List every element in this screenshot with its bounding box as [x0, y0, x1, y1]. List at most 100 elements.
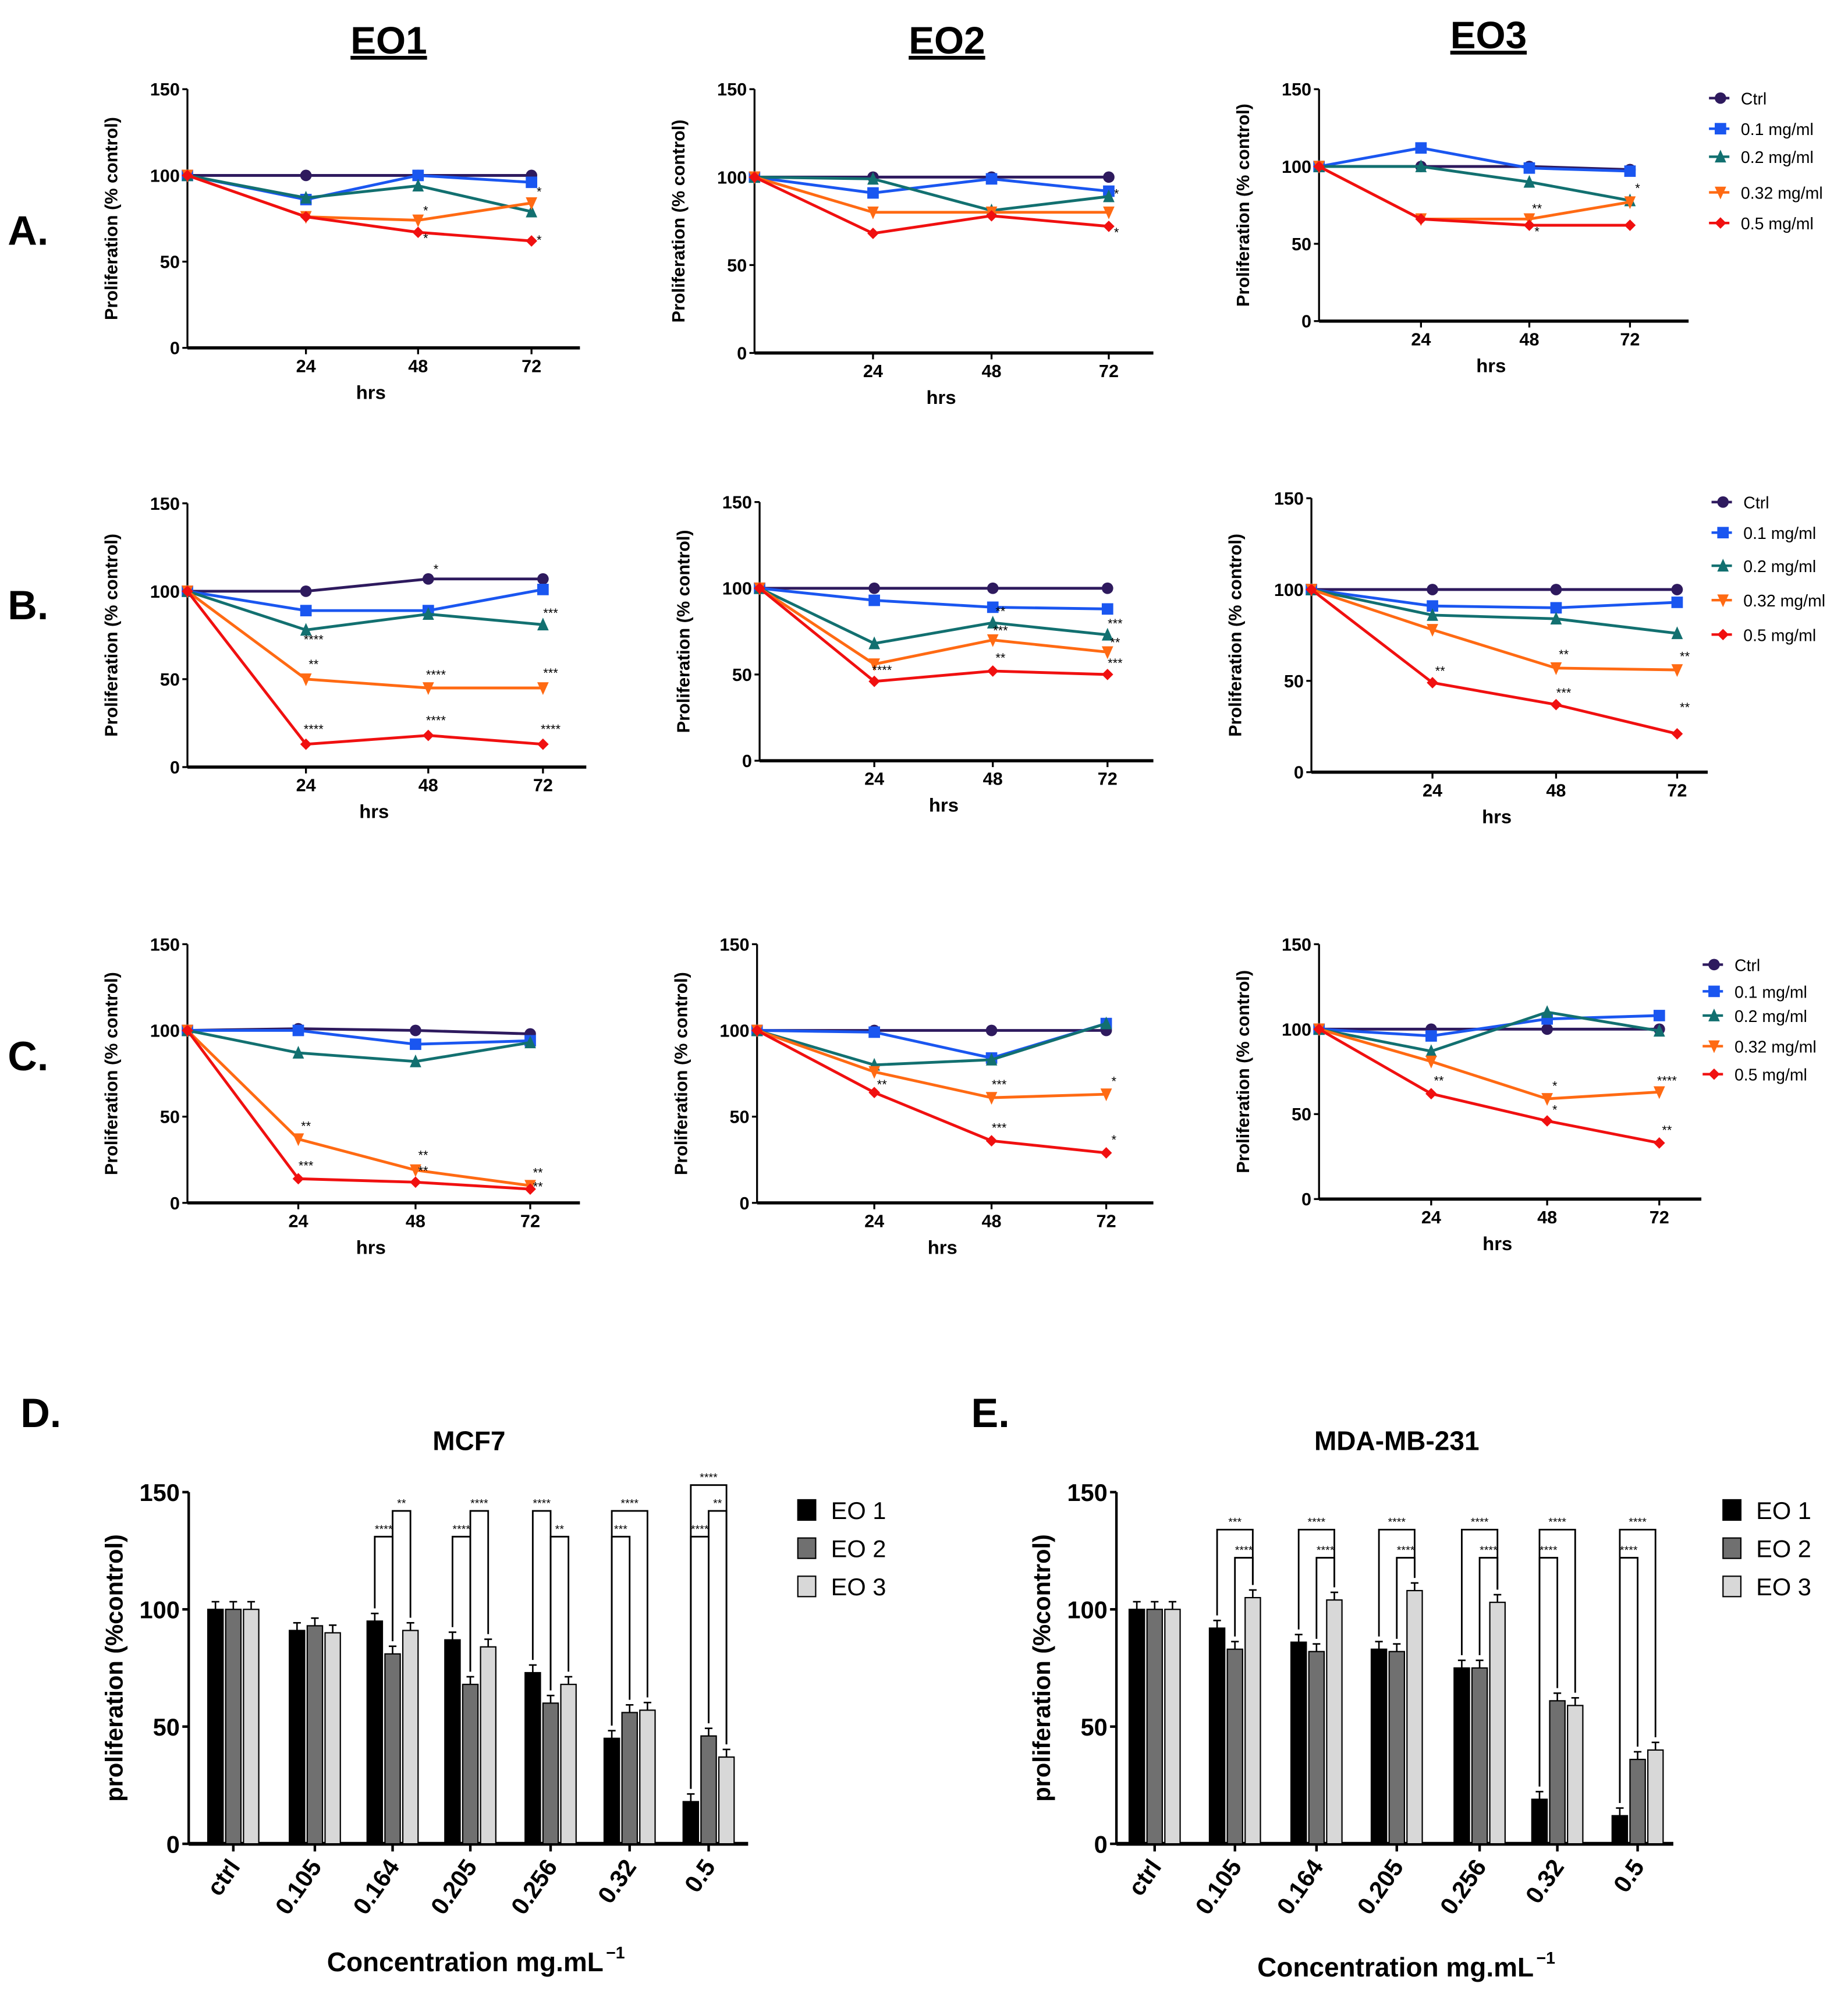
bar [560, 1684, 577, 1845]
data-point [537, 618, 549, 631]
y-axis-label: Proliferation (% control) [1233, 970, 1253, 1173]
bar [289, 1630, 306, 1845]
bar [718, 1756, 735, 1845]
x-tick-label: 24 [864, 769, 884, 789]
chart-title: MCF7 [432, 1426, 505, 1456]
significance-bracket [1396, 1557, 1416, 1639]
significance-label: **** [872, 663, 892, 677]
legend-marker [1717, 496, 1729, 508]
series-line [186, 590, 544, 746]
data-point [867, 228, 879, 239]
legend-label: 0.32 mg/ml [1743, 592, 1825, 611]
significance-label: **** [1657, 1074, 1677, 1088]
significance-label: * [1552, 1102, 1558, 1117]
significance-label: ** [397, 1497, 406, 1510]
significance-label: *** [543, 606, 558, 620]
row-label-a: A. [8, 208, 48, 253]
y-axis-label: Proliferation (% control) [671, 972, 691, 1175]
series-line [187, 577, 543, 593]
data-point [526, 204, 538, 218]
x-axis-label: hrs [929, 794, 959, 816]
data-point [868, 658, 880, 672]
data-point [1624, 165, 1636, 177]
bar [1290, 1641, 1307, 1845]
legend-label: EO 2 [831, 1535, 886, 1562]
series-line [754, 175, 1109, 212]
bar [1146, 1609, 1164, 1845]
significance-label: ** [555, 1523, 565, 1536]
x-tick-label: 0.205 [1352, 1854, 1409, 1919]
data-point [1101, 669, 1113, 680]
significance-label: ** [995, 651, 1006, 665]
y-tick-label: 0 [170, 339, 180, 359]
bar [1128, 1609, 1145, 1845]
data-point [292, 1173, 304, 1185]
data-point [987, 582, 999, 594]
bar [1567, 1705, 1584, 1845]
significance-label: *** [992, 1077, 1007, 1092]
y-tick-label: 50 [1284, 672, 1304, 691]
x-tick-label: 0.164 [1271, 1854, 1328, 1919]
data-point [1425, 1030, 1437, 1042]
significance-label: ** [1662, 1123, 1672, 1137]
y-tick-label: 150 [717, 80, 747, 100]
significance-label: **** [700, 1471, 718, 1484]
significance-bracket [469, 1510, 490, 1672]
x-tick-label: 24 [1411, 329, 1431, 349]
significance-bracket [1315, 1557, 1335, 1639]
column-title-eo2: EO2 [909, 19, 985, 62]
column-title-eo3: EO3 [1450, 14, 1527, 56]
series-line [1311, 588, 1677, 635]
data-point [1550, 662, 1562, 675]
y-tick-label: 150 [1282, 80, 1311, 100]
significance-label: * [434, 562, 439, 577]
y-tick-label: 100 [150, 1021, 180, 1041]
x-axis-label: Concentration mg.mL [1257, 1952, 1534, 1982]
significance-label: ** [418, 1148, 429, 1163]
y-tick-label: 100 [1274, 580, 1304, 600]
significance-label: ** [308, 657, 319, 672]
bar-chart-e: MDA-MB-231 0 50 100 150 proliferation (%contr… [1028, 1426, 1811, 1982]
data-point [1425, 1088, 1437, 1100]
data-point [868, 594, 880, 606]
data-point [868, 582, 880, 594]
data-point [292, 1045, 304, 1059]
data-point [526, 235, 538, 247]
series-line [759, 587, 1108, 611]
data-point [422, 729, 434, 741]
x-tick-label: 0.32 [1520, 1854, 1569, 1908]
data-point [182, 1024, 193, 1037]
legend-label: 0.1 mg/ml [1735, 983, 1807, 1002]
legend-marker [1708, 1008, 1720, 1021]
x-tick-label: 0.256 [505, 1854, 562, 1919]
data-point [867, 172, 879, 185]
significance-bracket [611, 1510, 648, 1726]
series-line [187, 588, 544, 612]
data-point [537, 584, 549, 595]
y-tick-label: 150 [719, 935, 749, 954]
significance-label: **** [1308, 1516, 1326, 1529]
legend-label: 0.5 mg/ml [1735, 1066, 1807, 1085]
x-tick-label: 24 [864, 1211, 884, 1231]
data-point [1671, 664, 1683, 677]
series-line [758, 587, 1108, 666]
x-tick-label: 0.32 [592, 1854, 641, 1908]
data-point [1103, 206, 1115, 219]
legend-swatch [797, 1537, 817, 1559]
data-point [1101, 646, 1113, 659]
significance-label: **** [426, 668, 446, 682]
data-point [985, 210, 998, 222]
legend-label: EO 2 [1756, 1535, 1811, 1562]
data-point [1653, 1024, 1665, 1037]
significance-label: * [1114, 225, 1119, 240]
legend-label: 0.2 mg/ml [1741, 148, 1814, 167]
x-tick-label: 72 [533, 776, 553, 796]
significance-bracket [690, 1535, 710, 1789]
significance-label: **** [1540, 1544, 1558, 1557]
significance-label: **** [620, 1497, 639, 1510]
significance-label: * [1552, 1078, 1558, 1093]
x-tick-label: 0.164 [347, 1854, 405, 1919]
data-point [1415, 142, 1427, 154]
significance-label: ** [1435, 663, 1446, 678]
